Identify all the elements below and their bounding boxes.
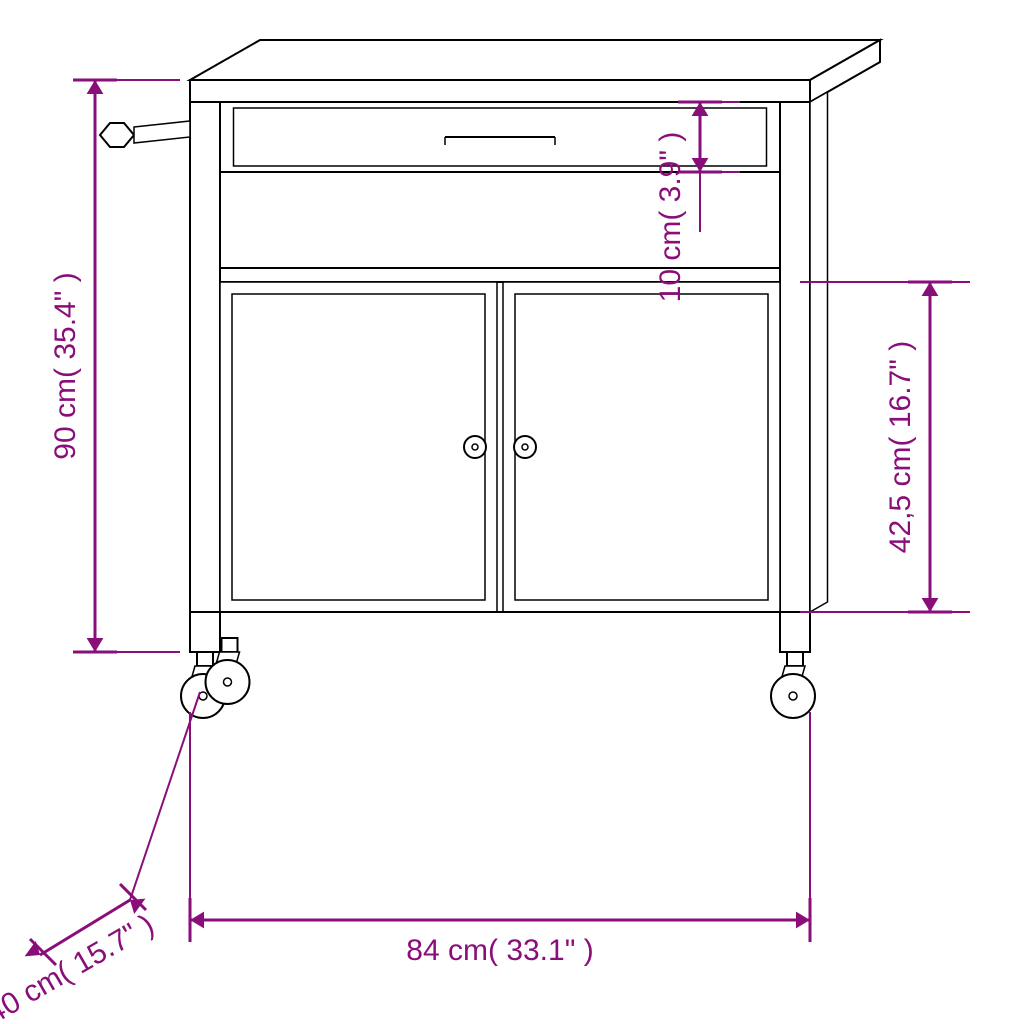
dim-depth: 40 cm( 15.7" ) xyxy=(0,908,160,1024)
dim-height-total: 90 cm( 35.4" ) xyxy=(49,272,82,459)
dim-cabinet-height: 42,5 cm( 16.7" ) xyxy=(884,341,917,553)
kitchen-cart-drawing xyxy=(100,40,880,718)
dim-width: 84 cm( 33.1" ) xyxy=(406,934,593,967)
dim-drawer-height: 10 cm( 3.9" ) xyxy=(654,132,687,303)
